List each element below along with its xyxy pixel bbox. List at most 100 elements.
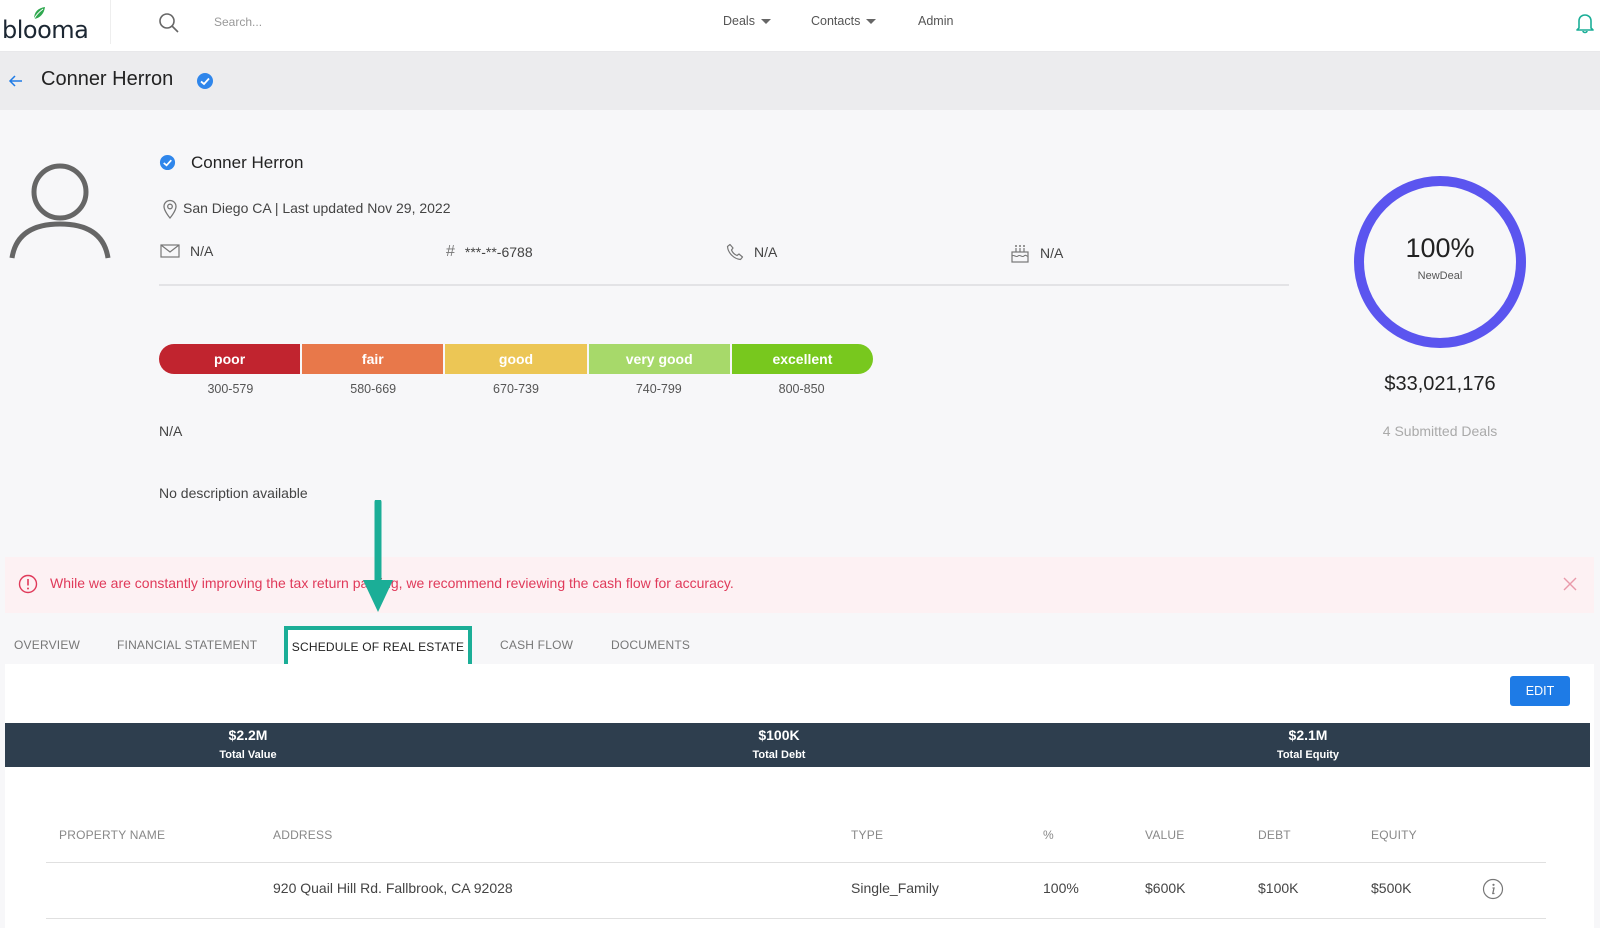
tab-documents[interactable]: DOCUMENTS [611, 638, 691, 652]
credit-range: 300-579 [207, 382, 254, 396]
nav-admin[interactable]: Admin [918, 14, 953, 28]
credit-range: 670-739 [493, 382, 539, 396]
birthday-cake-icon [1011, 245, 1029, 263]
credit-segment-excellent: excellent [731, 344, 873, 374]
credit-segment-label: fair [361, 351, 384, 367]
table-header-divider [46, 862, 1546, 863]
column-header-type[interactable]: TYPE [851, 828, 884, 842]
schedule-panel [5, 664, 1594, 928]
back-arrow-icon[interactable] [8, 73, 24, 89]
alert-banner: While we are constantly improving the ta… [5, 557, 1594, 613]
alert-text: While we are constantly improving the ta… [50, 575, 734, 591]
phone-icon [726, 243, 744, 261]
chevron-down-icon [760, 18, 771, 24]
ring-stage: NewDeal [1418, 270, 1463, 282]
total-equity-summary: $2.1M Total Equity [1208, 727, 1408, 761]
summary-value: $2.1M [1288, 727, 1328, 743]
column-header-equity[interactable]: EQUITY [1371, 828, 1417, 842]
top-nav: bloomа Deals Contacts Admin [0, 0, 1600, 52]
column-header-value[interactable]: VALUE [1145, 828, 1185, 842]
profile-divider [159, 284, 1289, 286]
annotation-arrow-icon [363, 500, 393, 612]
nav-deals[interactable]: Deals [723, 14, 771, 28]
nav-contacts-label: Contacts [811, 14, 861, 28]
nav-contacts[interactable]: Contacts [811, 14, 877, 28]
leaf-icon [33, 7, 45, 20]
deals-total-amount: $33,021,176 [1384, 373, 1496, 395]
credit-segment-poor: poor [159, 344, 303, 374]
total-value-summary: $2.2M Total Value [148, 727, 348, 761]
credit-segment-fair: fair [302, 344, 446, 374]
info-icon[interactable] [1482, 878, 1504, 900]
cell-percent: 100% [1043, 880, 1079, 896]
summary-value: $100K [758, 727, 800, 743]
submitted-deals-count[interactable]: 4 Submitted Deals [1382, 423, 1498, 439]
search-icon[interactable] [158, 12, 180, 34]
edit-button[interactable]: EDIT [1510, 676, 1570, 706]
column-header-address[interactable]: ADDRESS [273, 828, 333, 842]
cell-equity: $500K [1371, 880, 1412, 896]
ring-percent: 100% [1405, 233, 1474, 263]
location-pin-icon [163, 199, 177, 219]
credit-segment-label: good [498, 351, 534, 367]
cell-type: Single_Family [851, 880, 939, 896]
cell-debt: $100K [1258, 880, 1299, 896]
credit-score-value: N/A [159, 423, 183, 439]
total-debt-summary: $100K Total Debt [679, 727, 879, 761]
summary-value: $2.2M [228, 727, 268, 743]
table-row-divider [46, 918, 1546, 919]
logo[interactable]: bloomа [2, 6, 102, 46]
page-header: Conner Herron [0, 52, 1600, 110]
credit-ranges: 300-579 580-669 670-739 740-799 800-850 [159, 382, 873, 396]
tab-cash-flow[interactable]: CASH FLOW [500, 638, 574, 652]
credit-segment-label: very good [625, 351, 693, 367]
hash-icon: # [446, 243, 455, 260]
birthday-value: N/A [1040, 245, 1064, 261]
alert-circle-icon [18, 574, 38, 594]
cell-value: $600K [1145, 880, 1186, 896]
summary-label: Total Value [219, 749, 277, 761]
email-info: N/A [160, 243, 213, 259]
column-header-percent[interactable]: % [1043, 828, 1054, 842]
ring-progress-arc [1354, 176, 1526, 348]
credit-score-scale: poor fair good very good excellent [159, 344, 873, 374]
credit-range: 580-669 [350, 382, 397, 396]
summary-label: Total Debt [752, 749, 806, 761]
logo-text: bloomа [2, 16, 89, 44]
chevron-down-icon [866, 18, 877, 24]
profile-name: Conner Herron [191, 153, 304, 172]
column-header-property-name[interactable]: PROPERTY NAME [59, 828, 166, 842]
verified-badge-icon [197, 73, 213, 89]
search-input[interactable] [214, 10, 514, 34]
close-icon[interactable] [1562, 576, 1578, 592]
avatar-icon [9, 163, 111, 259]
nav-admin-label: Admin [918, 14, 954, 28]
birthday-info: N/A [1010, 243, 1063, 263]
credit-segment-label: poor [214, 351, 246, 367]
credit-segment-good: good [445, 344, 589, 374]
credit-segment-very-good: very good [588, 344, 732, 374]
credit-range: 800-850 [778, 382, 825, 396]
summary-label: Total Equity [1276, 749, 1340, 761]
mail-icon [160, 244, 180, 258]
column-header-debt[interactable]: DEBT [1258, 828, 1291, 842]
cell-address: 920 Quail Hill Rd. Fallbrook, CA 92028 [273, 880, 513, 896]
page-title: Conner Herron [41, 68, 174, 90]
tab-financial-statement[interactable]: FINANCIAL STATEMENT [117, 638, 258, 652]
description-text: No description available [159, 485, 308, 501]
bell-icon[interactable] [1575, 12, 1595, 34]
id-number-value: ***-**-6788 [464, 244, 533, 260]
credit-range: 740-799 [635, 382, 682, 396]
email-value: N/A [190, 243, 214, 259]
tab-overview[interactable]: OVERVIEW [14, 638, 81, 652]
tab-schedule-of-real-estate[interactable]: SCHEDULE OF REAL ESTATE [284, 626, 472, 668]
totals-summary-bar: $2.2M Total Value $100K Total Debt $2.1M… [5, 723, 1590, 767]
phone-value: N/A [754, 244, 778, 260]
id-info: # ***-**-6788 [446, 243, 533, 261]
deal-progress-ring: 100% NewDeal [1354, 176, 1526, 348]
location-text: San Diego CA | Last updated Nov 29, 2022 [183, 200, 451, 216]
credit-segment-label: excellent [772, 351, 833, 367]
phone-info: N/A [726, 243, 777, 261]
nav-deals-label: Deals [723, 14, 755, 28]
verified-badge-icon [159, 154, 176, 171]
